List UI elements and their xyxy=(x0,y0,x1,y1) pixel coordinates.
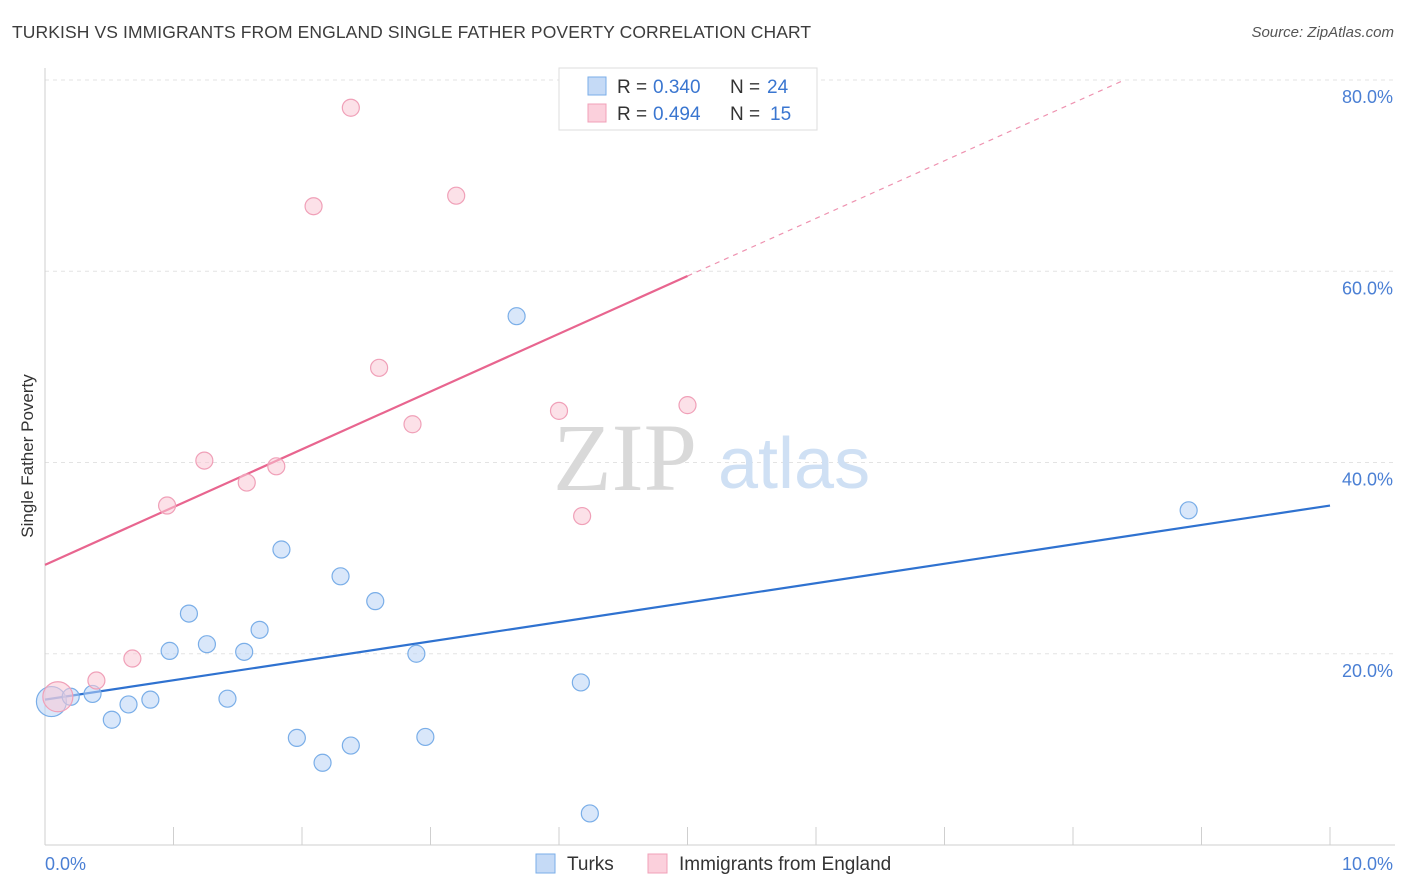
x-tick-label: 0.0% xyxy=(45,854,86,874)
turks-point xyxy=(218,689,237,708)
england-point xyxy=(237,473,256,492)
england-point xyxy=(42,681,74,713)
legend-r-value-2: 0.494 xyxy=(653,104,701,125)
turks-point xyxy=(160,641,179,660)
turks-point xyxy=(507,307,526,326)
turks-point xyxy=(331,567,350,586)
turks-point xyxy=(341,736,360,755)
source-credit: Source: ZipAtlas.com xyxy=(1251,24,1394,41)
y-tick-label: 60.0% xyxy=(1342,278,1393,298)
turks-point xyxy=(235,642,254,661)
england-point xyxy=(403,415,422,434)
england-point xyxy=(87,671,106,690)
england-point xyxy=(447,186,466,205)
turks-point xyxy=(366,592,385,611)
legend-swatch-turks xyxy=(587,76,607,96)
england-point xyxy=(549,401,569,420)
turks-point xyxy=(287,728,306,748)
grid-lines xyxy=(45,79,1395,655)
turks-point xyxy=(272,540,291,559)
bottom-legend-england: Immigrants from England xyxy=(679,854,891,875)
bottom-legend-swatch-england xyxy=(647,853,668,874)
legend-n-label-2: N = xyxy=(730,104,760,125)
england-point xyxy=(195,451,214,470)
england-point xyxy=(267,457,286,476)
england-point xyxy=(157,496,177,515)
watermark-atlas: atlas xyxy=(718,424,870,504)
watermark: ZIP atlas xyxy=(553,404,870,511)
turks-point xyxy=(416,727,435,747)
legend-r-label-1: R = xyxy=(617,77,647,98)
data-points xyxy=(35,98,1198,823)
turks-point xyxy=(141,690,160,709)
chart-title: TURKISH VS IMMIGRANTS FROM ENGLAND SINGL… xyxy=(12,22,812,42)
x-tick-label: 10.0% xyxy=(1342,854,1393,874)
turks-point xyxy=(179,604,199,623)
turks-point xyxy=(102,710,121,729)
england-point xyxy=(370,358,389,377)
stats-legend: R = 0.340 N = 24 R = 0.494 N = 15 xyxy=(558,67,818,131)
trend-line-1 xyxy=(44,275,688,566)
legend-n-label-1: N = xyxy=(730,77,760,98)
x-tick-labels: 0.0% 10.0% xyxy=(45,854,1393,874)
turks-point xyxy=(407,644,426,663)
y-tick-label: 20.0% xyxy=(1342,661,1393,681)
trend-lines xyxy=(44,79,1331,701)
legend-n-value-1: 24 xyxy=(767,77,789,98)
bottom-legend-turks: Turks xyxy=(567,854,614,875)
trend-line-0 xyxy=(44,504,1331,701)
bottom-legend: Turks Immigrants from England xyxy=(535,853,891,875)
england-point xyxy=(678,396,697,415)
england-point xyxy=(341,98,360,117)
legend-n-value-2: 15 xyxy=(770,104,791,125)
england-point xyxy=(573,506,592,526)
watermark-zip: ZIP xyxy=(553,404,697,511)
y-tick-label: 80.0% xyxy=(1342,87,1393,107)
turks-point xyxy=(571,673,590,692)
turks-point xyxy=(119,695,138,714)
turks-point xyxy=(250,620,269,639)
england-point xyxy=(304,197,323,216)
legend-swatch-england xyxy=(587,103,607,123)
bottom-legend-swatch-turks xyxy=(535,853,556,874)
y-axis-label: Single Father Poverty xyxy=(18,374,37,538)
turks-point xyxy=(1179,501,1198,520)
turks-point xyxy=(197,635,217,654)
turks-point xyxy=(580,804,599,823)
legend-r-value-1: 0.340 xyxy=(653,77,701,98)
y-tick-label: 40.0% xyxy=(1342,470,1393,490)
y-tick-labels: 20.0% 40.0% 60.0% 80.0% xyxy=(1342,87,1393,681)
turks-point xyxy=(313,753,332,772)
england-point xyxy=(123,649,142,668)
legend-r-label-2: R = xyxy=(617,104,647,125)
